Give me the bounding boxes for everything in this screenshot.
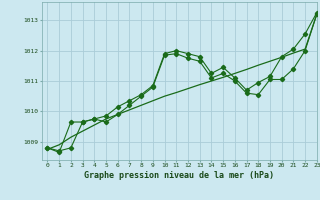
X-axis label: Graphe pression niveau de la mer (hPa): Graphe pression niveau de la mer (hPa) [84,171,274,180]
